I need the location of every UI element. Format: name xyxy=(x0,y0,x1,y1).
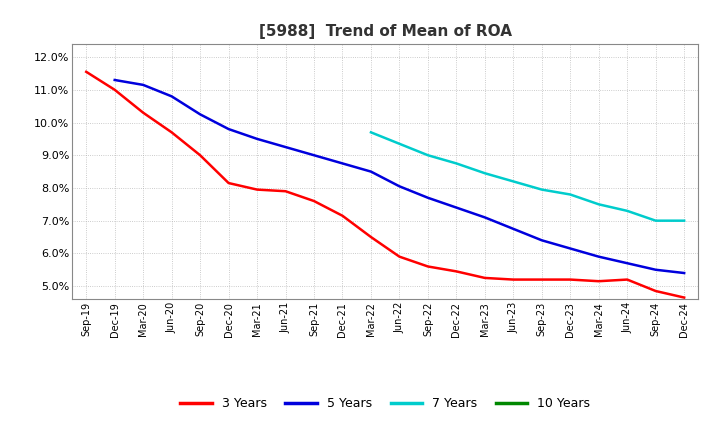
5 Years xyxy=(225,126,233,132)
5 Years xyxy=(452,205,461,210)
7 Years xyxy=(509,179,518,184)
7 Years xyxy=(366,130,375,135)
7 Years xyxy=(595,202,603,207)
5 Years xyxy=(595,254,603,259)
5 Years xyxy=(623,260,631,266)
7 Years xyxy=(623,208,631,213)
3 Years xyxy=(680,295,688,300)
7 Years xyxy=(423,153,432,158)
7 Years xyxy=(395,141,404,147)
3 Years xyxy=(509,277,518,282)
7 Years xyxy=(452,161,461,166)
3 Years xyxy=(480,275,489,281)
3 Years xyxy=(395,254,404,259)
3 Years xyxy=(82,69,91,74)
5 Years xyxy=(509,226,518,231)
5 Years xyxy=(167,94,176,99)
7 Years xyxy=(680,218,688,224)
3 Years xyxy=(167,130,176,135)
3 Years xyxy=(537,277,546,282)
Line: 7 Years: 7 Years xyxy=(371,132,684,221)
5 Years xyxy=(253,136,261,142)
5 Years xyxy=(680,271,688,276)
3 Years xyxy=(566,277,575,282)
5 Years xyxy=(310,153,318,158)
5 Years xyxy=(537,238,546,243)
Line: 5 Years: 5 Years xyxy=(114,80,684,273)
7 Years xyxy=(537,187,546,192)
3 Years xyxy=(366,235,375,240)
5 Years xyxy=(566,246,575,251)
5 Years xyxy=(338,161,347,166)
Legend: 3 Years, 5 Years, 7 Years, 10 Years: 3 Years, 5 Years, 7 Years, 10 Years xyxy=(176,392,595,415)
3 Years xyxy=(110,87,119,92)
3 Years xyxy=(253,187,261,192)
3 Years xyxy=(423,264,432,269)
7 Years xyxy=(652,218,660,224)
3 Years xyxy=(282,189,290,194)
5 Years xyxy=(139,82,148,88)
5 Years xyxy=(196,112,204,117)
3 Years xyxy=(225,180,233,186)
3 Years xyxy=(623,277,631,282)
7 Years xyxy=(566,192,575,197)
5 Years xyxy=(652,267,660,272)
5 Years xyxy=(423,195,432,200)
3 Years xyxy=(310,198,318,204)
3 Years xyxy=(196,153,204,158)
Line: 3 Years: 3 Years xyxy=(86,72,684,297)
5 Years xyxy=(480,215,489,220)
3 Years xyxy=(595,279,603,284)
3 Years xyxy=(338,213,347,218)
Title: [5988]  Trend of Mean of ROA: [5988] Trend of Mean of ROA xyxy=(258,24,512,39)
3 Years xyxy=(652,288,660,293)
5 Years xyxy=(282,144,290,150)
7 Years xyxy=(480,171,489,176)
5 Years xyxy=(110,77,119,83)
3 Years xyxy=(139,110,148,115)
5 Years xyxy=(366,169,375,174)
3 Years xyxy=(452,269,461,274)
5 Years xyxy=(395,183,404,189)
